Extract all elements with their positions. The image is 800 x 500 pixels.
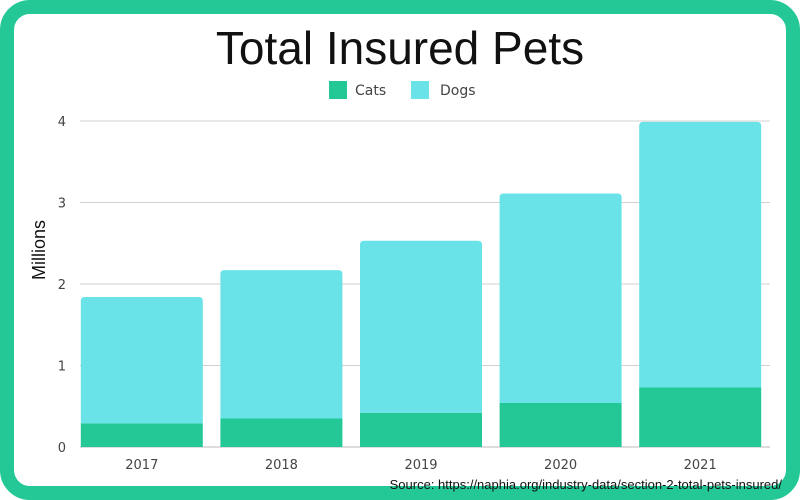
bars bbox=[80, 121, 762, 447]
bar-cats-2019 bbox=[360, 412, 482, 447]
legend: Cats Dogs bbox=[329, 81, 476, 99]
x-axis-ticks: 2017 2018 2019 2020 2021 bbox=[125, 458, 716, 473]
y-tick-label: 1 bbox=[58, 360, 66, 375]
legend-label-dogs: Dogs bbox=[440, 83, 476, 99]
y-tick-label: 0 bbox=[58, 441, 66, 456]
y-axis-ticks: 0 1 2 3 4 bbox=[58, 115, 66, 456]
legend-swatch-dogs bbox=[411, 81, 429, 99]
bar-cats-2018 bbox=[220, 418, 343, 447]
x-tick-label: 2020 bbox=[544, 458, 577, 473]
chart-title: Total Insured Pets bbox=[215, 22, 585, 74]
bar-cats-2020 bbox=[499, 402, 622, 447]
y-axis-label: Millions bbox=[29, 220, 49, 280]
bar-dogs-2020 bbox=[499, 193, 622, 403]
x-tick-label: 2021 bbox=[684, 458, 717, 473]
bar-dogs-2019 bbox=[360, 240, 482, 413]
source-text: Source: https://naphia.org/industry-data… bbox=[389, 477, 782, 492]
y-tick-label: 4 bbox=[58, 115, 66, 130]
bar-dogs-2017 bbox=[80, 297, 203, 424]
x-tick-label: 2017 bbox=[125, 458, 158, 473]
bar-cats-2021 bbox=[639, 387, 762, 447]
legend-label-cats: Cats bbox=[355, 83, 386, 99]
bar-dogs-2021 bbox=[639, 121, 762, 388]
y-tick-label: 3 bbox=[58, 197, 66, 212]
y-tick-label: 2 bbox=[58, 278, 66, 293]
bar-cats-2017 bbox=[80, 423, 203, 447]
x-tick-label: 2019 bbox=[404, 458, 437, 473]
x-tick-label: 2018 bbox=[265, 458, 298, 473]
legend-swatch-cats bbox=[329, 81, 347, 99]
bar-dogs-2018 bbox=[220, 270, 343, 419]
